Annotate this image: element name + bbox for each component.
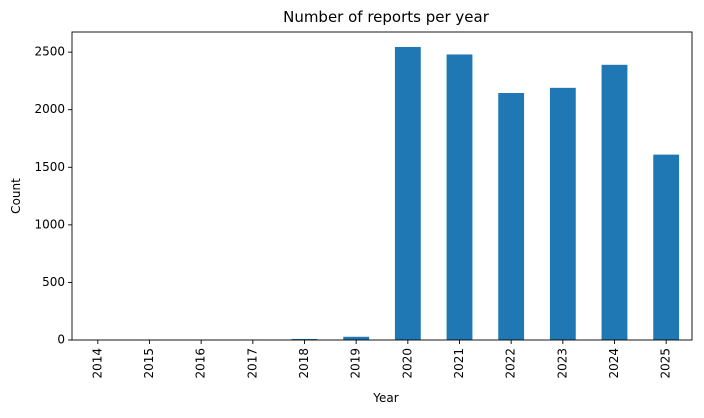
x-axis-ticks: 2014 2015 2016 2017 2018 2019 2020 2021 2022 2023…	[90, 340, 672, 379]
x-tick-label: 2019	[349, 348, 363, 379]
chart-title: Number of reports per year	[283, 8, 490, 26]
bar-2022	[498, 93, 524, 340]
x-tick-label: 2018	[297, 348, 311, 379]
y-tick-label: 1000	[34, 217, 65, 231]
x-tick-label: 2014	[90, 348, 104, 379]
y-tick-label: 1500	[34, 160, 65, 174]
y-axis-ticks: 0 500 1000 1500 2000 2500	[34, 45, 72, 347]
x-tick-label: 2024	[607, 348, 621, 379]
y-tick-label: 2000	[34, 102, 65, 116]
x-tick-label: 2016	[194, 348, 208, 379]
x-tick-label: 2023	[555, 348, 569, 379]
x-tick-label: 2022	[504, 348, 518, 379]
y-axis-label: Count	[9, 178, 23, 214]
bar-2019	[343, 337, 369, 340]
bar-2021	[447, 54, 473, 340]
bar-2024	[602, 65, 628, 340]
x-axis-label: Year	[372, 391, 398, 405]
x-tick-label: 2020	[400, 348, 414, 379]
plot-frame	[72, 32, 692, 340]
bar-2020	[395, 47, 421, 340]
bars-group	[85, 47, 679, 340]
bar-2025	[653, 155, 679, 340]
x-tick-label: 2021	[452, 348, 466, 379]
y-tick-label: 500	[42, 275, 65, 289]
x-tick-label: 2015	[142, 348, 156, 379]
y-tick-label: 2500	[34, 45, 65, 59]
bar-2023	[550, 88, 576, 340]
x-tick-label: 2017	[245, 348, 259, 379]
x-tick-label: 2025	[659, 348, 673, 379]
y-tick-label: 0	[57, 333, 65, 347]
